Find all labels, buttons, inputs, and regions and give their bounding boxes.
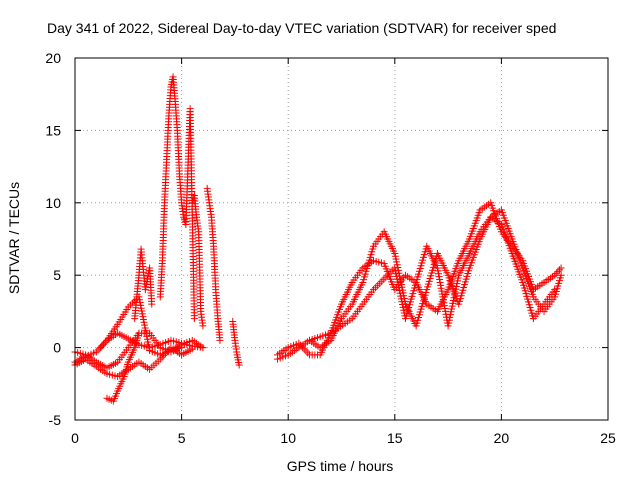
plot-frame [74, 57, 609, 421]
x-tick-label: 15 [387, 430, 403, 446]
data-point [434, 267, 442, 275]
chart-title: Day 341 of 2022, Sidereal Day-to-day VTE… [47, 20, 556, 36]
data-point [437, 284, 445, 292]
data-point [439, 293, 447, 301]
data-point [557, 271, 565, 279]
data-point [435, 270, 443, 278]
data-point [190, 315, 198, 323]
data-point [555, 266, 563, 274]
data-point [554, 268, 562, 276]
x-tick-label: 5 [178, 430, 186, 446]
data-point [216, 336, 224, 344]
y-tick-label: 20 [45, 50, 61, 66]
series-sat-j [229, 318, 243, 369]
data-point [435, 273, 443, 281]
series-sat-e [97, 329, 207, 352]
series-sat-k [274, 199, 565, 359]
series-sat-f [131, 245, 156, 323]
y-tick-label: 5 [53, 267, 61, 283]
series-sat-b [71, 344, 196, 381]
data-point [440, 302, 448, 310]
y-tick-label: 0 [53, 340, 61, 356]
data-point [199, 322, 207, 330]
data-point [148, 300, 156, 308]
series-sat-h [188, 192, 207, 330]
x-tick-label: 25 [600, 430, 616, 446]
data-point [551, 271, 559, 279]
data-layer [71, 73, 565, 405]
y-tick-label: 10 [45, 195, 61, 211]
data-point [551, 286, 559, 294]
data-point [552, 269, 560, 277]
y-axis-title: SDTVAR / TECUs [6, 182, 22, 294]
data-point [100, 340, 108, 348]
tick-layer: 0 5 10 15 20 25 -5 0 5 10 15 20 [45, 50, 616, 446]
series-sat-m [306, 213, 559, 344]
data-point [98, 342, 106, 350]
data-point [436, 276, 444, 284]
data-point [441, 305, 449, 313]
series-sat-i [203, 184, 224, 344]
data-point [436, 278, 444, 286]
data-point [433, 264, 441, 272]
series-sat-d [103, 329, 143, 405]
y-tick-label: 15 [45, 122, 61, 138]
data-point [440, 299, 448, 307]
x-tick-label: 10 [280, 430, 296, 446]
data-point [97, 344, 105, 352]
x-axis-title: GPS time / hours [287, 458, 394, 474]
data-point [302, 347, 310, 355]
data-point [235, 361, 243, 369]
data-point [438, 287, 446, 295]
data-point [437, 281, 445, 289]
data-point [135, 329, 143, 337]
y-tick-label: -5 [49, 412, 62, 428]
x-tick-label: 20 [494, 430, 510, 446]
data-point [438, 290, 446, 298]
series-sat-g [156, 73, 198, 323]
x-tick-label: 0 [71, 430, 79, 446]
data-point [557, 264, 565, 272]
data-point [439, 296, 447, 304]
data-point [101, 338, 109, 346]
data-point [199, 344, 207, 352]
data-point [304, 349, 312, 357]
